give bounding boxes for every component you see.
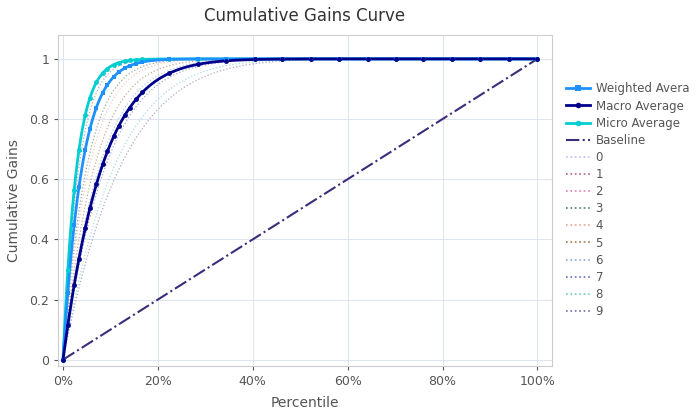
X-axis label: Percentile: Percentile xyxy=(271,396,340,410)
Y-axis label: Cumulative Gains: Cumulative Gains xyxy=(7,139,21,262)
Legend: Weighted Avera, Macro Average, Micro Average, Baseline, 0, 1, 2, 3, 4, 5, 6, 7, : Weighted Avera, Macro Average, Micro Ave… xyxy=(563,79,692,322)
Title: Cumulative Gains Curve: Cumulative Gains Curve xyxy=(204,7,405,25)
